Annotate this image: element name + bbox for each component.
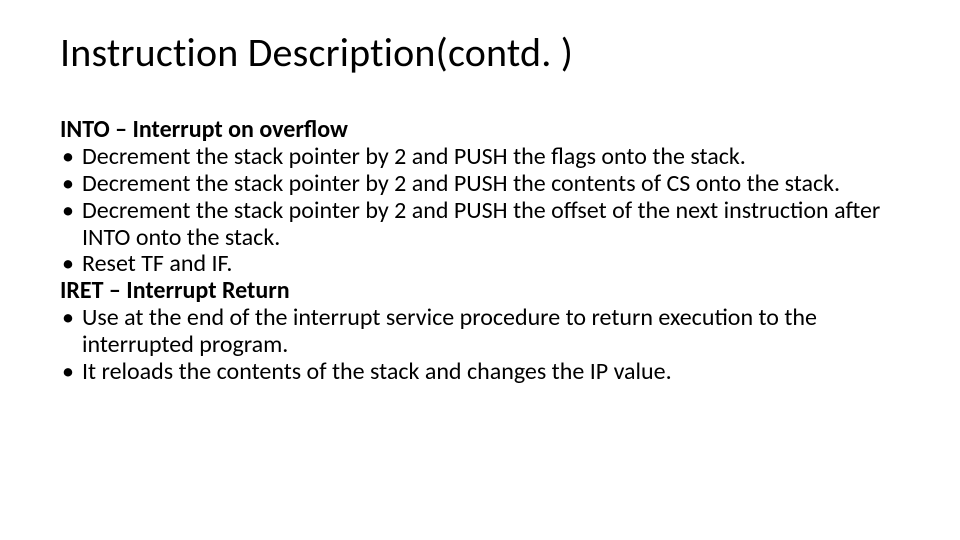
- list-item: Decrement the stack pointer by 2 and PUS…: [60, 171, 900, 198]
- list-item: Decrement the stack pointer by 2 and PUS…: [60, 198, 900, 252]
- list-item: Use at the end of the interrupt service …: [60, 305, 900, 359]
- section-heading-into: INTO – Interrupt on overflow: [60, 117, 900, 144]
- list-item: It reloads the contents of the stack and…: [60, 359, 900, 386]
- bullet-list-iret: Use at the end of the interrupt service …: [60, 305, 900, 386]
- list-item: Reset TF and IF.: [60, 251, 900, 278]
- list-item: Decrement the stack pointer by 2 and PUS…: [60, 144, 900, 171]
- slide: Instruction Description(contd. ) INTO – …: [0, 0, 960, 540]
- slide-title: Instruction Description(contd. ): [60, 28, 900, 77]
- bullet-list-into: Decrement the stack pointer by 2 and PUS…: [60, 144, 900, 278]
- slide-body: INTO – Interrupt on overflow Decrement t…: [60, 117, 900, 386]
- section-heading-iret: IRET – Interrupt Return: [60, 278, 900, 305]
